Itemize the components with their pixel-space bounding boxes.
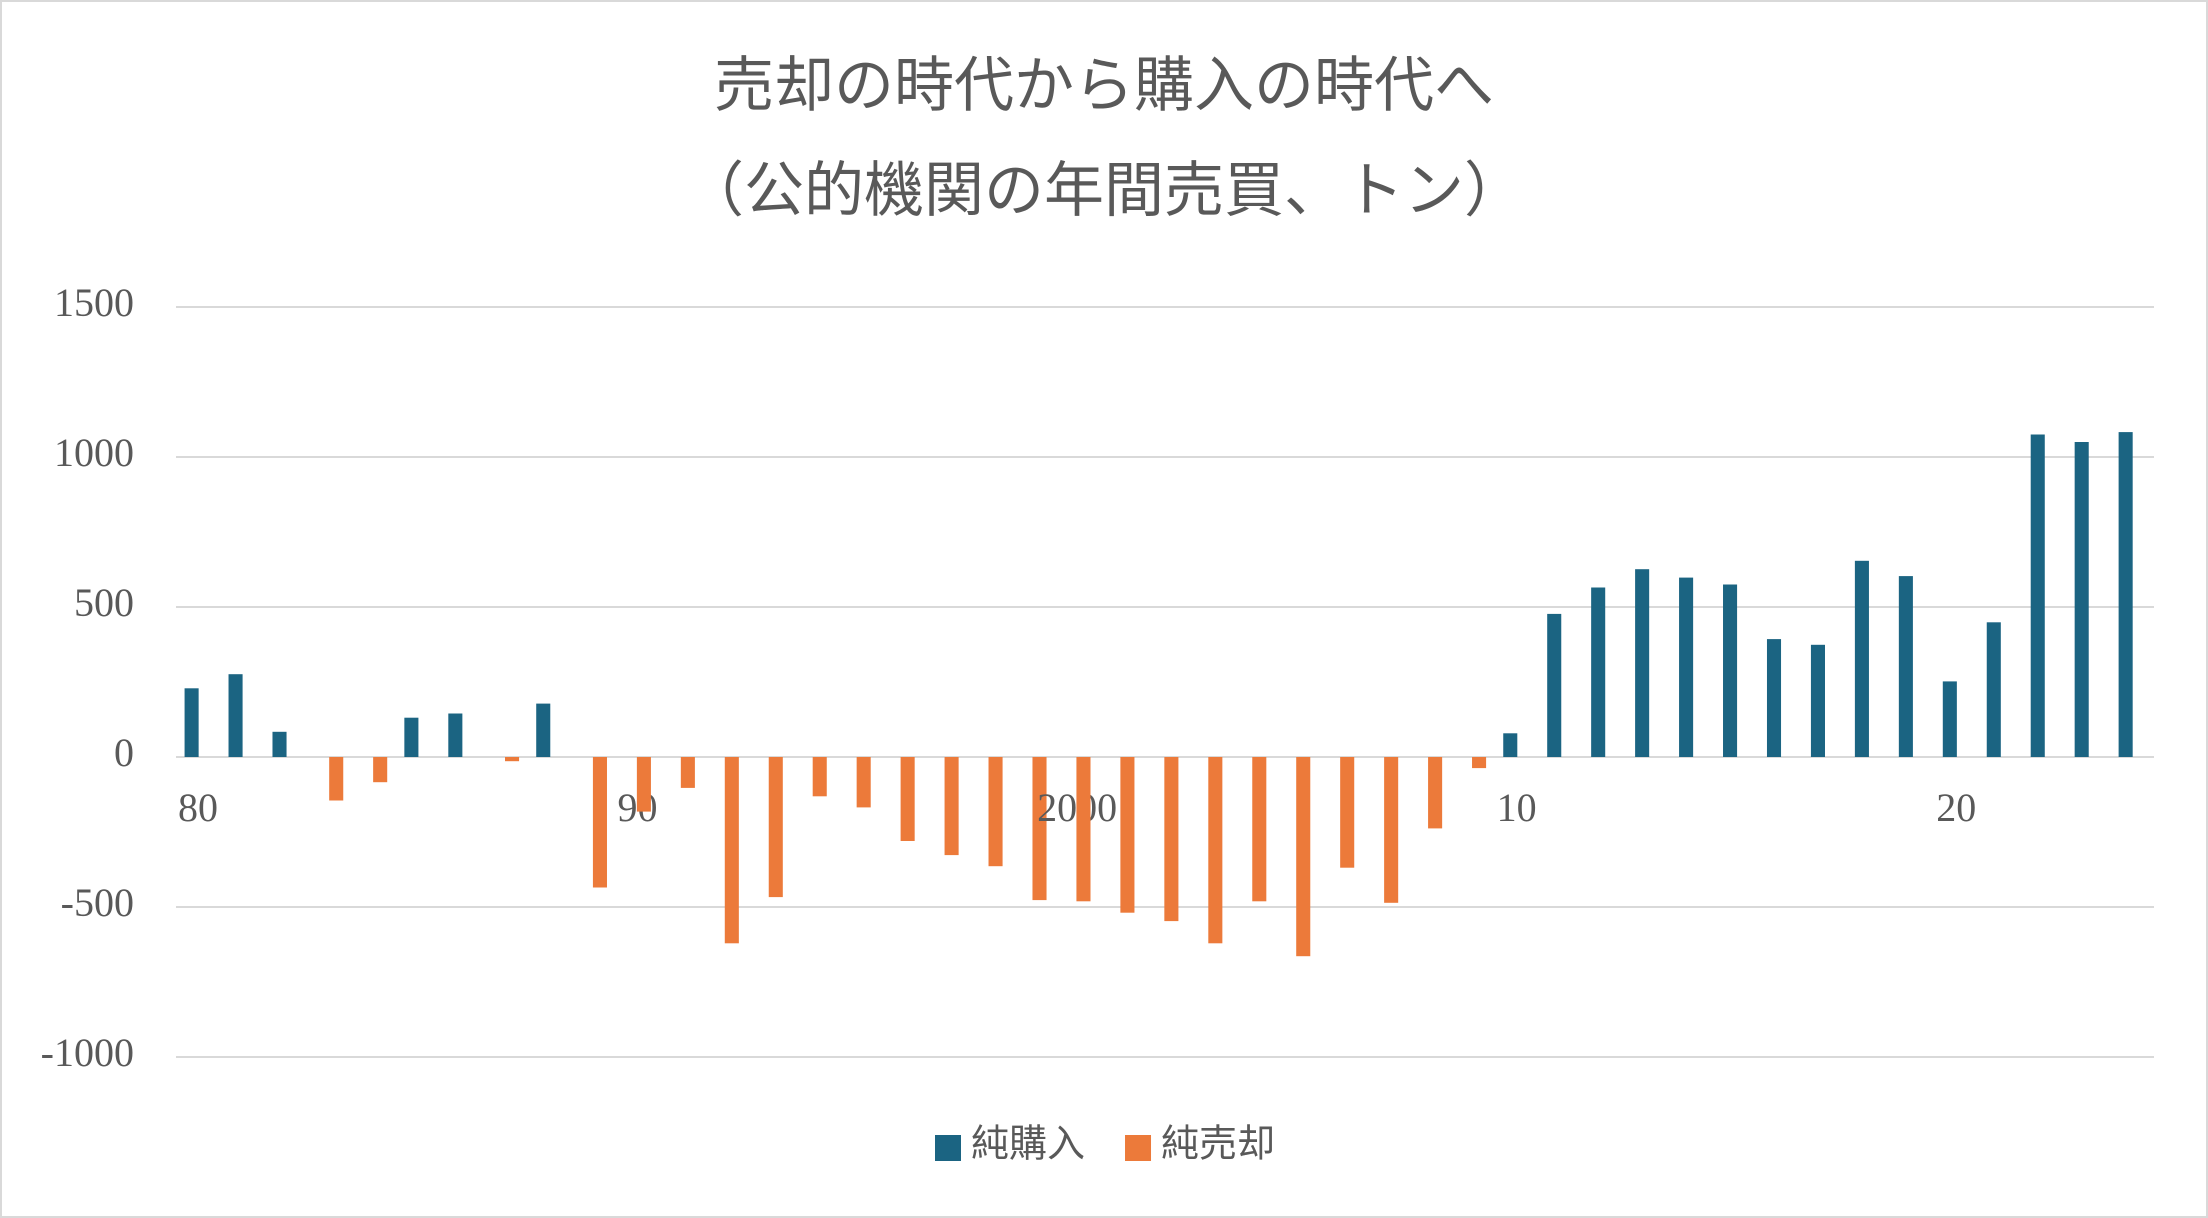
bar: [404, 717, 419, 757]
chart-subtitle: （公的機関の年間売買、トン）: [684, 158, 1524, 224]
bar: [536, 703, 551, 757]
bar: [184, 688, 199, 757]
bar: [1898, 576, 1913, 757]
bar: [1076, 757, 1091, 902]
bar: [592, 757, 607, 888]
bar: [636, 757, 651, 812]
bar: [724, 757, 739, 944]
bar: [1635, 569, 1650, 757]
bar: [1942, 681, 1957, 757]
bar: [1296, 757, 1311, 957]
y-tick-label: 1000: [54, 430, 134, 475]
x-tick-label: 20: [1936, 785, 1976, 830]
bar: [2030, 434, 2045, 757]
bar: [768, 757, 783, 898]
bar: [944, 757, 959, 856]
bar: [1208, 757, 1223, 944]
y-tick-label: 500: [74, 580, 134, 625]
y-tick-label: -1000: [41, 1030, 134, 1075]
y-tick-label: -500: [61, 880, 134, 925]
bar: [1986, 622, 2001, 757]
bar: [448, 713, 463, 757]
legend-swatch: [935, 1135, 961, 1161]
bar: [1120, 757, 1135, 913]
bar: [1164, 757, 1179, 922]
legend-label: 純売却: [1161, 1124, 1275, 1166]
bar: [1591, 587, 1606, 757]
bar: [900, 757, 915, 841]
bar: [1547, 613, 1562, 757]
bar: [1854, 560, 1869, 757]
bar: [1252, 757, 1267, 902]
bar: [1340, 757, 1355, 868]
bar: [1428, 757, 1443, 829]
y-tick-label: 0: [114, 730, 134, 775]
legend-label: 純購入: [971, 1124, 1085, 1166]
x-tick-label: 10: [1497, 785, 1537, 830]
bar: [1384, 757, 1399, 903]
bar: [1679, 577, 1694, 757]
bar: [1723, 584, 1738, 757]
x-tick-label: 80: [178, 785, 218, 830]
bar: [228, 674, 243, 757]
bar: [1503, 733, 1518, 757]
bar: [1472, 757, 1487, 769]
bar: [2074, 442, 2089, 757]
bar: [1032, 757, 1047, 901]
bar: [856, 757, 871, 808]
bar: [1810, 644, 1825, 757]
bar: [812, 757, 827, 797]
bar: [1766, 639, 1782, 757]
bar: [373, 757, 388, 783]
bar: [505, 757, 520, 762]
bar: [2118, 432, 2133, 757]
bar: [272, 731, 287, 757]
bar: [680, 757, 695, 788]
bar: [988, 757, 1003, 867]
y-tick-label: 1500: [54, 280, 134, 325]
bar: [329, 757, 344, 801]
chart-title: 売却の時代から購入の時代へ: [714, 53, 1494, 119]
legend-swatch: [1125, 1135, 1152, 1161]
